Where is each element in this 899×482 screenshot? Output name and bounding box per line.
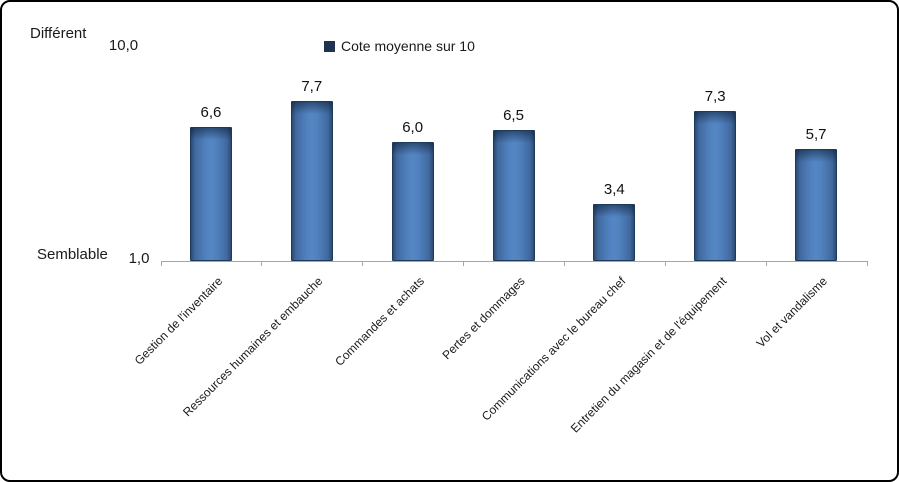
axis-tick: [866, 261, 868, 266]
chart-legend: Cote moyenne sur 10: [324, 38, 475, 54]
y-axis-annotation-different: Différent: [30, 25, 87, 42]
bar: [593, 203, 636, 261]
category-label: Commandes et achats: [331, 274, 427, 369]
y-axis-annotation-semblable: Semblable: [37, 246, 108, 263]
bar-value-label: 6,0: [402, 118, 424, 136]
bar-value-label: 7,7: [301, 77, 323, 95]
legend-marker-square: [324, 40, 335, 52]
category-label: Entretien du magasin et de l'équipement: [567, 274, 730, 436]
bar-value-label: 5,7: [805, 125, 827, 143]
x-axis-line: [160, 261, 867, 262]
bar-value-label: 3,4: [603, 180, 625, 198]
bar: [290, 100, 333, 261]
bar-value-label: 7,3: [704, 87, 726, 105]
bar: [189, 127, 232, 261]
bar: [795, 148, 838, 261]
category-label: Gestion de l'inventaire: [131, 274, 225, 368]
axis-tick: [261, 261, 263, 266]
bar: [391, 141, 434, 261]
bar: [694, 110, 737, 261]
category-label: Vol et vandalisme: [753, 274, 830, 351]
y-axis-min-label: 1,0: [128, 250, 150, 267]
y-axis-max-label: 10,0: [108, 37, 139, 54]
bar-value-label: 6,5: [503, 106, 524, 124]
bar: [492, 129, 535, 261]
bar-value-label: 6,6: [200, 104, 222, 122]
axis-tick: [463, 261, 465, 266]
category-label: Pertes et dommages: [439, 274, 528, 363]
axis-tick: [362, 261, 364, 266]
axis-tick: [664, 261, 666, 266]
legend-label: Cote moyenne sur 10: [341, 38, 475, 54]
axis-tick: [563, 261, 565, 266]
axis-tick: [765, 261, 767, 266]
axis-tick: [160, 261, 162, 266]
